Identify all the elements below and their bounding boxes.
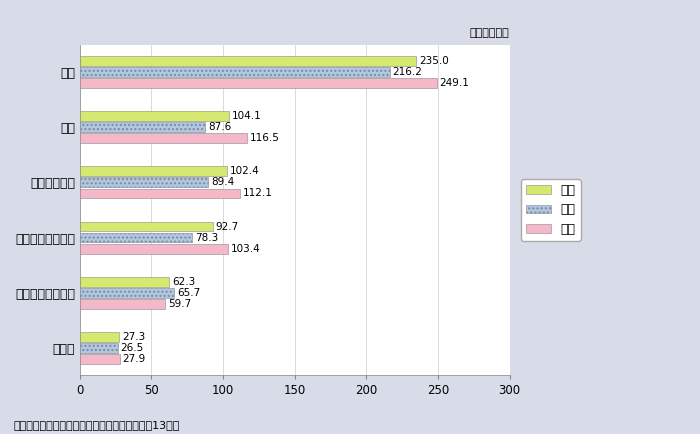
Text: 104.1: 104.1: [232, 112, 262, 122]
Bar: [80, 56, 416, 66]
Bar: [80, 276, 169, 286]
Text: 116.5: 116.5: [250, 133, 279, 143]
Text: 235.0: 235.0: [419, 56, 449, 66]
Bar: [80, 167, 227, 176]
Text: 216.2: 216.2: [393, 67, 422, 77]
Text: 103.4: 103.4: [231, 243, 260, 253]
Text: 89.4: 89.4: [211, 178, 234, 187]
Bar: [80, 243, 228, 253]
Text: 102.4: 102.4: [230, 166, 259, 177]
Text: 87.6: 87.6: [208, 122, 232, 132]
Bar: [80, 188, 240, 198]
Bar: [80, 288, 174, 298]
Bar: [80, 133, 246, 143]
Text: 資料：厚生労働省「国民生活基礎調査」（平成13年）: 資料：厚生労働省「国民生活基礎調査」（平成13年）: [14, 420, 181, 430]
Legend: 総数, 男性, 女性: 総数, 男性, 女性: [521, 179, 581, 241]
Text: 78.3: 78.3: [195, 233, 218, 243]
Text: 65.7: 65.7: [177, 288, 200, 298]
Text: 62.3: 62.3: [172, 276, 195, 286]
Bar: [80, 233, 192, 243]
Bar: [80, 343, 118, 353]
Bar: [80, 222, 213, 231]
Text: （人口千対）: （人口千対）: [470, 28, 510, 38]
Bar: [80, 354, 120, 364]
Text: 27.3: 27.3: [122, 332, 145, 342]
Text: 26.5: 26.5: [120, 343, 144, 353]
Bar: [80, 78, 437, 88]
Bar: [80, 122, 205, 132]
Text: 59.7: 59.7: [168, 299, 192, 309]
Text: 112.1: 112.1: [244, 188, 273, 198]
Bar: [80, 112, 229, 121]
Bar: [80, 332, 119, 342]
Bar: [80, 299, 165, 309]
Text: 92.7: 92.7: [216, 221, 239, 231]
Text: 27.9: 27.9: [122, 354, 146, 364]
Text: 249.1: 249.1: [440, 78, 470, 88]
Bar: [80, 67, 390, 77]
Bar: [80, 178, 208, 187]
